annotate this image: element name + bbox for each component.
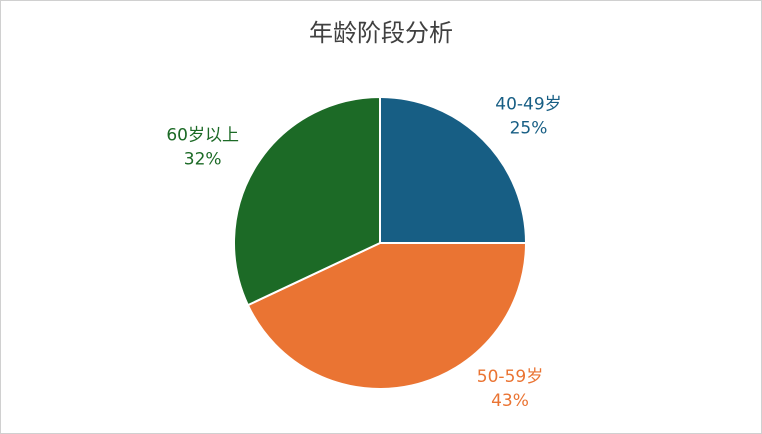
pie-slice — [233, 95, 381, 307]
pie-slice — [246, 242, 528, 390]
value-label: 43% — [491, 391, 529, 411]
slice-label: 60岁以上 — [166, 126, 239, 146]
slice-label: 40-49岁 — [495, 95, 561, 115]
pie-slice — [379, 95, 528, 244]
chart-title: 年龄阶段分析 — [309, 19, 453, 47]
value-label: 25% — [510, 119, 548, 139]
value-label: 32% — [184, 150, 222, 170]
slice-label: 50-59岁 — [477, 367, 543, 387]
